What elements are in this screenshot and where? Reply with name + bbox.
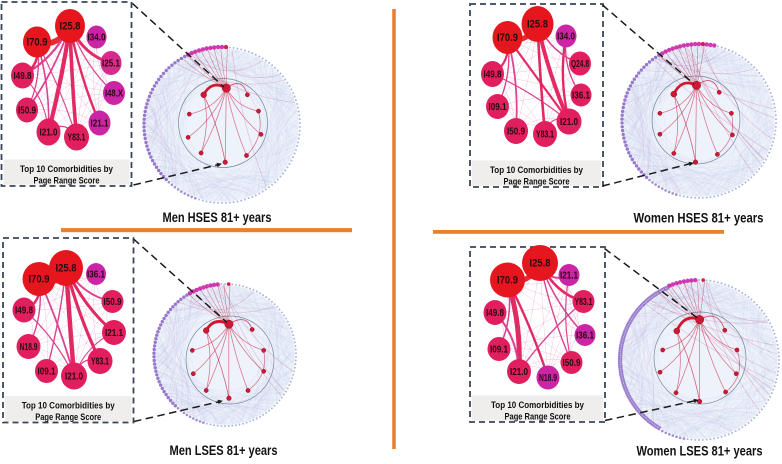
svg-text:Top 10 Comorbidities by: Top 10 Comorbidities by — [20, 164, 113, 174]
svg-text:I25.8: I25.8 — [530, 258, 551, 270]
svg-text:I21.0: I21.0 — [560, 117, 578, 128]
svg-text:I34.0: I34.0 — [557, 32, 575, 43]
svg-text:Top 10 Comorbidities by: Top 10 Comorbidities by — [491, 400, 584, 410]
svg-text:Y83.1: Y83.1 — [68, 133, 86, 144]
svg-text:I25.1: I25.1 — [102, 59, 120, 70]
svg-text:I34.0: I34.0 — [88, 33, 106, 44]
svg-text:N18.9: N18.9 — [20, 342, 38, 353]
svg-text:Men HSES 81+ years: Men HSES 81+ years — [163, 209, 272, 225]
svg-text:I21.1: I21.1 — [105, 328, 123, 339]
svg-text:I21.0: I21.0 — [40, 128, 58, 139]
svg-text:Q24.8: Q24.8 — [571, 59, 589, 70]
svg-text:I21.1: I21.1 — [560, 271, 578, 282]
svg-text:I70.9: I70.9 — [27, 37, 48, 49]
svg-text:I09.1: I09.1 — [38, 367, 56, 378]
svg-text:Y83.1: Y83.1 — [575, 297, 593, 308]
svg-text:I50.9: I50.9 — [563, 358, 581, 369]
svg-text:I09.1: I09.1 — [489, 102, 507, 113]
svg-text:I21.0: I21.0 — [510, 367, 528, 378]
svg-text:I70.9: I70.9 — [497, 32, 518, 44]
svg-text:Page Range Score: Page Range Score — [504, 177, 570, 187]
svg-text:Women HSES 81+ years: Women HSES 81+ years — [634, 210, 764, 226]
svg-text:I25.8: I25.8 — [56, 263, 77, 275]
svg-text:Y83.1: Y83.1 — [536, 130, 554, 141]
svg-text:I36.1: I36.1 — [87, 270, 105, 281]
svg-text:I25.8: I25.8 — [60, 21, 81, 33]
svg-text:Men LSES 81+ years: Men LSES 81+ years — [170, 442, 278, 458]
svg-text:Page Range Score: Page Range Score — [34, 176, 100, 186]
svg-text:I09.1: I09.1 — [490, 345, 508, 356]
svg-text:I25.8: I25.8 — [527, 19, 548, 31]
svg-text:Women LSES 81+ years: Women LSES 81+ years — [637, 443, 763, 459]
svg-text:I50.9: I50.9 — [104, 297, 122, 308]
svg-text:I49.8: I49.8 — [15, 306, 33, 317]
svg-text:N18.9: N18.9 — [539, 373, 557, 384]
svg-text:Top 10 Comorbidities by: Top 10 Comorbidities by — [490, 165, 583, 175]
svg-text:I36.1: I36.1 — [572, 91, 590, 102]
svg-text:Y83.1: Y83.1 — [91, 357, 109, 368]
svg-text:Page Range Score: Page Range Score — [35, 412, 101, 422]
svg-text:I48.X: I48.X — [105, 89, 123, 100]
svg-text:I70.9: I70.9 — [497, 275, 518, 287]
svg-text:I50.9: I50.9 — [18, 106, 36, 117]
svg-text:I70.9: I70.9 — [29, 274, 50, 286]
svg-text:I49.8: I49.8 — [484, 70, 502, 81]
svg-text:I21.0: I21.0 — [65, 372, 83, 383]
svg-text:I36.1: I36.1 — [576, 331, 594, 342]
svg-text:Page Range Score: Page Range Score — [505, 412, 571, 422]
svg-text:Top 10 Comorbidities by: Top 10 Comorbidities by — [22, 401, 115, 411]
svg-text:I50.9: I50.9 — [507, 127, 525, 138]
svg-text:I21.1: I21.1 — [91, 119, 109, 130]
svg-text:I49.8: I49.8 — [14, 71, 32, 82]
svg-text:I49.8: I49.8 — [486, 308, 504, 319]
